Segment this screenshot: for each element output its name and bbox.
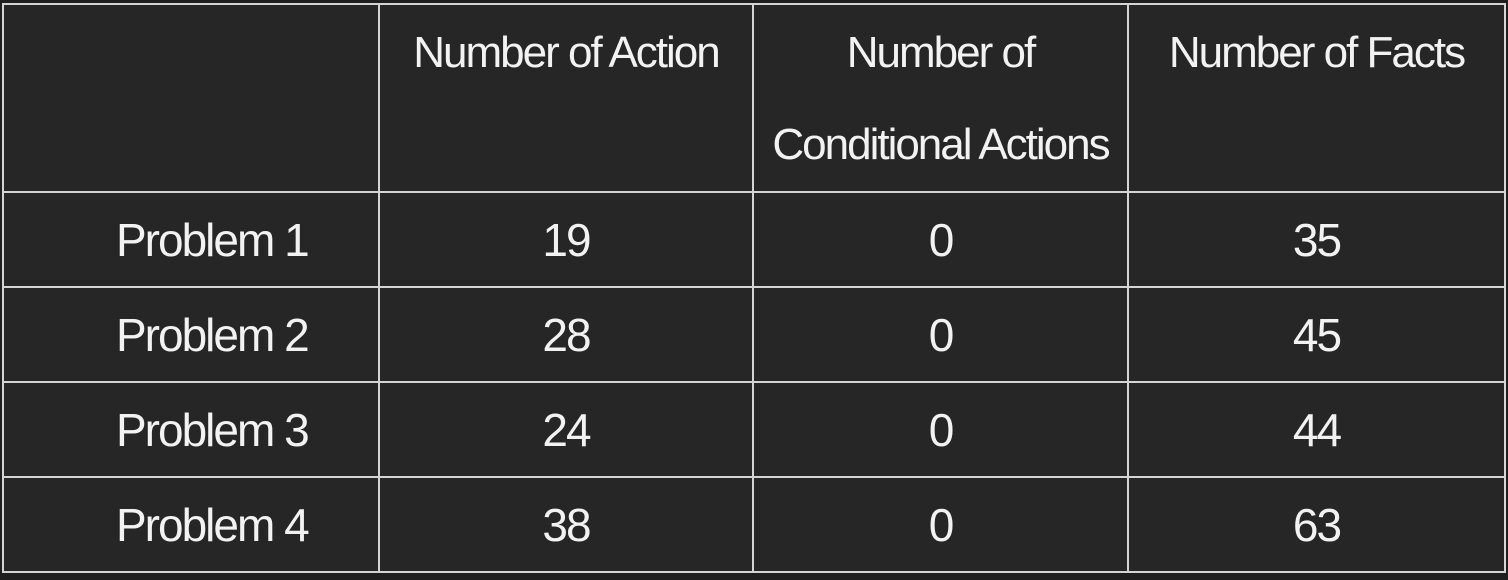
header-number-of-conditional-actions: Number of Conditional Actions [752, 3, 1129, 193]
header-number-of-action: Number of Action [378, 3, 754, 193]
table-row: Problem 2 28 0 45 [2, 286, 1506, 383]
row-label: Problem 3 [2, 381, 380, 478]
row-label: Problem 1 [2, 191, 380, 288]
header-number-of-facts: Number of Facts [1127, 3, 1506, 193]
table-row: Problem 4 38 0 63 [2, 476, 1506, 573]
table-row: Problem 3 24 0 44 [2, 381, 1506, 478]
cell-facts: 35 [1127, 191, 1506, 288]
table-row: Problem 1 19 0 35 [2, 191, 1506, 288]
cell-actions: 28 [378, 286, 754, 383]
cell-facts: 44 [1127, 381, 1506, 478]
cell-actions: 38 [378, 476, 754, 573]
cell-conditional-actions: 0 [752, 191, 1129, 288]
cell-conditional-actions: 0 [752, 286, 1129, 383]
problems-table: Number of Action Number of Conditional A… [2, 3, 1506, 573]
header-corner-cell [2, 3, 380, 193]
row-label: Problem 2 [2, 286, 380, 383]
cell-conditional-actions: 0 [752, 476, 1129, 573]
cell-actions: 24 [378, 381, 754, 478]
row-label: Problem 4 [2, 476, 380, 573]
header-row: Number of Action Number of Conditional A… [2, 3, 1506, 193]
cell-facts: 63 [1127, 476, 1506, 573]
cell-facts: 45 [1127, 286, 1506, 383]
cell-conditional-actions: 0 [752, 381, 1129, 478]
cell-actions: 19 [378, 191, 754, 288]
